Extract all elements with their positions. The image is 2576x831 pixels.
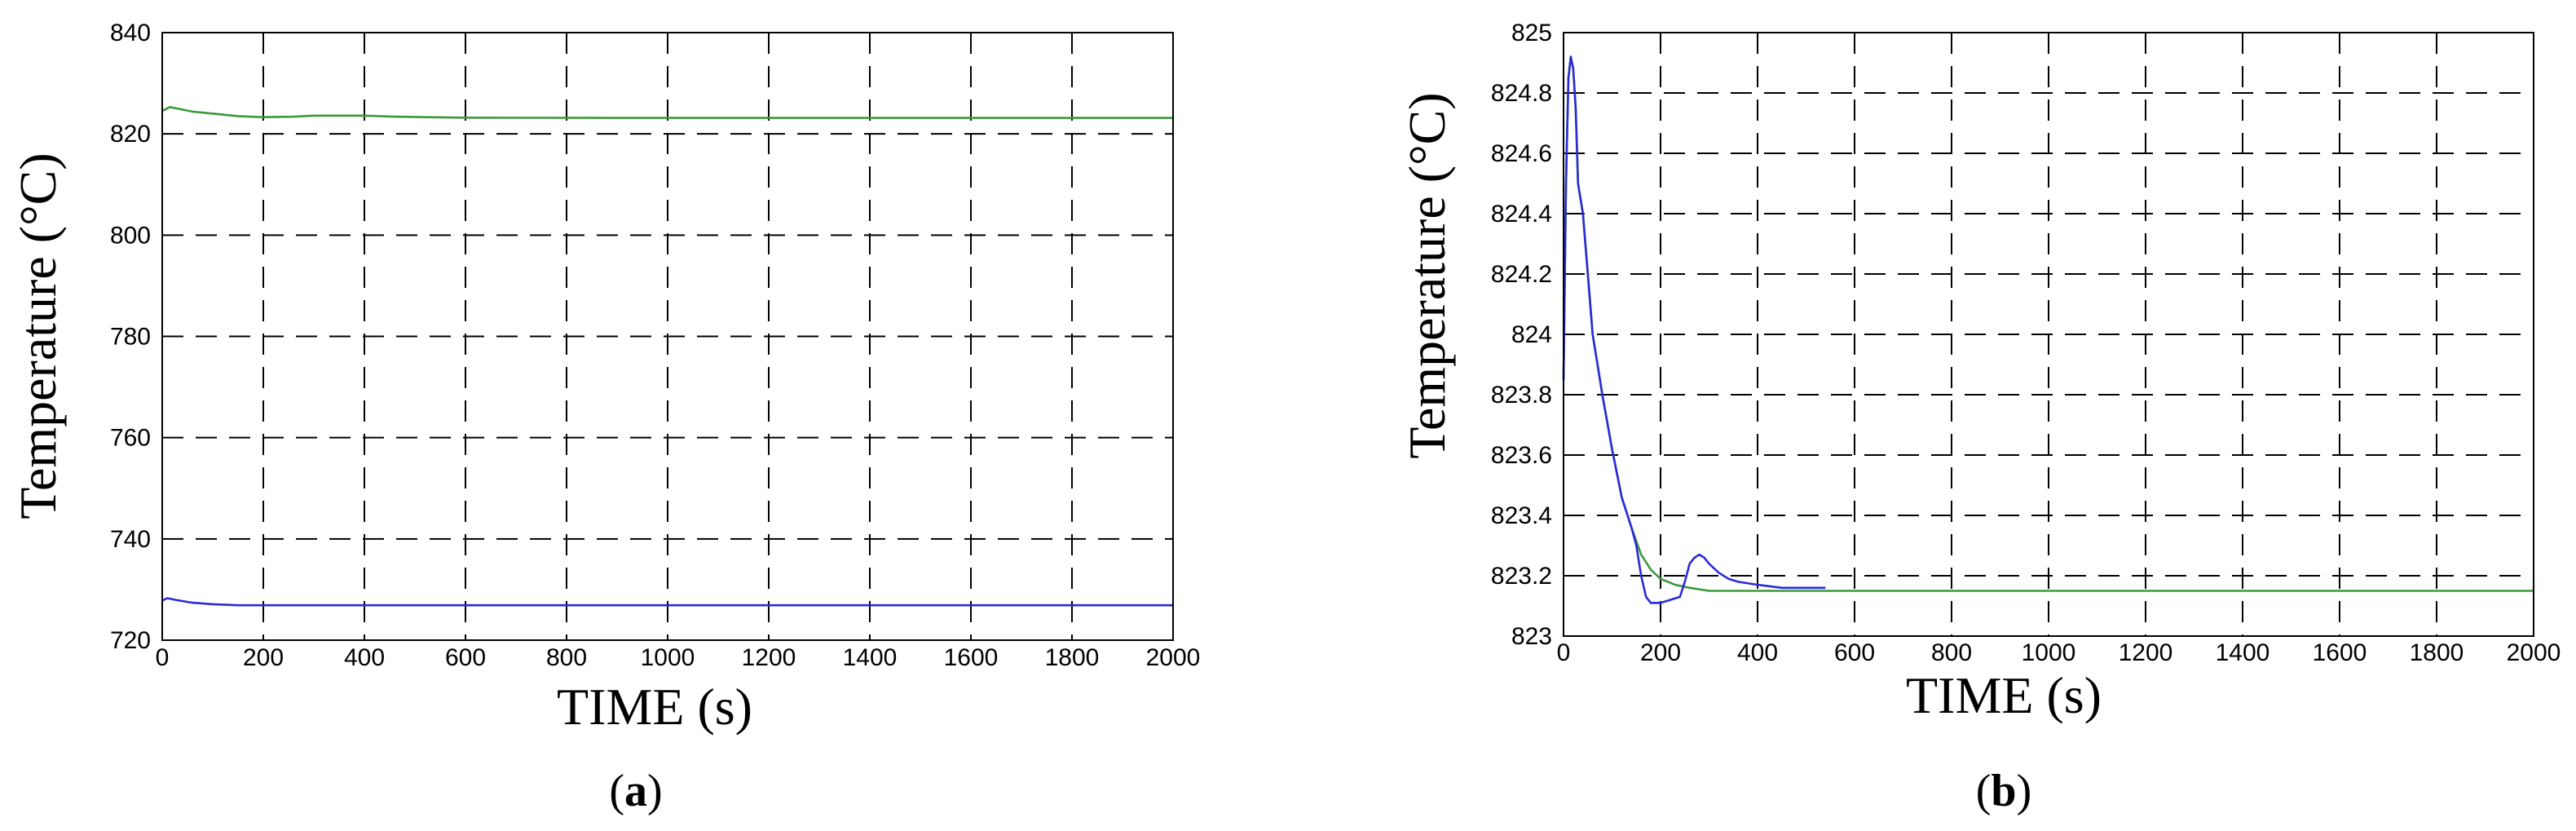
x-axis-label-a: TIME (s) (557, 678, 752, 736)
x-tick-label: 1200 (2119, 639, 2173, 666)
y-tick-label: 825 (1511, 20, 1552, 46)
x-tick-label: 400 (344, 644, 385, 671)
x-tick-label: 1600 (2313, 639, 2367, 666)
x-tick-labels-a: 0 200 400 600 800 1000 1200 1400 1600 1800 2000 (156, 644, 1201, 671)
x-tick-label: 200 (1640, 639, 1681, 666)
panel-letter-a: a (624, 766, 647, 816)
series-group-b (1562, 55, 2534, 604)
x-tick-label: 400 (1737, 639, 1778, 666)
y-tick-label: 760 (110, 425, 151, 452)
grid-a (162, 33, 1173, 640)
x-tick-label: 1400 (843, 644, 898, 671)
x-tick-label: 800 (1931, 639, 1972, 666)
y-tick-labels-a: 720 740 760 780 800 820 840 (110, 20, 151, 654)
series-line-a-1 (161, 106, 1173, 119)
x-tick-label: 600 (445, 644, 486, 671)
x-tick-label: 1800 (1045, 644, 1100, 671)
y-tick-label: 823.8 (1491, 382, 1552, 409)
panel-label-a: (a) (609, 766, 662, 816)
chart-panel-b: 0 200 400 600 800 1000 1200 1400 1600 1800 2000 82… (1398, 20, 2561, 816)
series-line-b-2 (1562, 55, 1826, 604)
panel-letter-b: b (1991, 766, 2016, 816)
x-tick-label: 0 (1557, 639, 1571, 666)
y-tick-label: 823.2 (1491, 563, 1552, 590)
y-tick-label: 824.8 (1491, 80, 1552, 107)
y-tick-label: 720 (110, 627, 151, 654)
plot-frame-b (1563, 32, 2534, 637)
y-tick-label: 840 (110, 20, 151, 46)
x-axis-label-b: TIME (s) (1906, 666, 2102, 724)
chart-panel-a: 0 200 400 600 800 1000 1200 1400 1600 1800 2000 72… (9, 20, 1200, 816)
plot-frame-a (161, 32, 1174, 641)
y-tick-label: 824 (1511, 321, 1552, 348)
x-tick-label: 1200 (742, 644, 796, 671)
x-tick-label: 2000 (2507, 639, 2561, 666)
y-tick-labels-b: 823 823.2 823.4 823.6 823.8 824 824.2 824.4 824.… (1491, 20, 1552, 650)
y-tick-label: 823 (1511, 623, 1552, 650)
x-tick-label: 1600 (944, 644, 999, 671)
y-tick-label: 824.2 (1491, 261, 1552, 288)
x-tick-label: 2000 (1146, 644, 1201, 671)
x-tick-label: 200 (243, 644, 284, 671)
series-line-a-2 (161, 597, 1173, 607)
y-tick-label: 824.4 (1491, 201, 1552, 228)
y-tick-label: 800 (110, 222, 151, 249)
grid-b (1564, 33, 2534, 636)
x-tick-label: 1800 (2410, 639, 2464, 666)
x-tick-label: 1000 (2022, 639, 2076, 666)
x-tick-label: 800 (546, 644, 587, 671)
y-tick-label: 823.6 (1491, 442, 1552, 469)
y-tick-label: 823.4 (1491, 502, 1552, 529)
series-group-a (161, 106, 1173, 607)
y-axis-label-b: Temperature (°C) (1398, 92, 1456, 458)
x-tick-label: 600 (1834, 639, 1875, 666)
x-tick-label: 1000 (641, 644, 695, 671)
y-axis-label-a: Temperature (°C) (9, 152, 67, 519)
x-tick-label: 1400 (2216, 639, 2270, 666)
y-tick-label: 820 (110, 121, 151, 148)
panel-label-b: (b) (1976, 766, 2031, 816)
x-tick-label: 0 (156, 644, 170, 671)
x-tick-labels-b: 0 200 400 600 800 1000 1200 1400 1600 1800 2000 (1557, 639, 2561, 666)
y-tick-label: 780 (110, 324, 151, 351)
y-tick-label: 740 (110, 526, 151, 553)
y-tick-label: 824.6 (1491, 140, 1552, 167)
